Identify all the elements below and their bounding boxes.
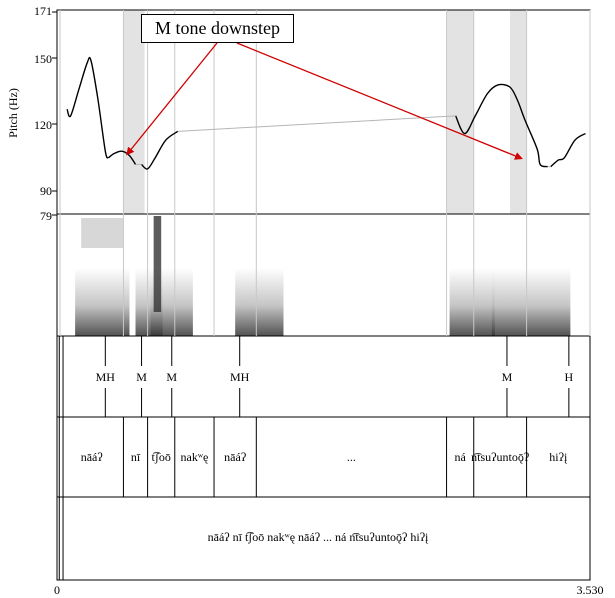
word-tier: nāáʔ nī t͡ʃoō nakʷę nāáʔ... ná n͡tsuʔuntoǭʔ hiʔ… [81, 417, 591, 497]
pitch-contour [66, 56, 586, 170]
word-label: ná [454, 450, 466, 464]
spectrogram-band [153, 216, 162, 312]
spectrogram-band [449, 268, 495, 336]
word-label: ... [347, 450, 356, 464]
y-tick-label: 171 [34, 4, 52, 18]
pitch-segment [66, 56, 109, 159]
downstep-arrow [236, 42, 523, 160]
y-tick-label: 90 [40, 184, 52, 198]
tone-tier: MH M M MH M H [96, 336, 574, 417]
word-label: t͡ʃoō [152, 450, 171, 464]
tone-label: M [136, 370, 147, 384]
tone-label: M [166, 370, 177, 384]
word-label: n͡tsuʔuntoǭʔ [471, 450, 529, 464]
shaded-region [509, 10, 527, 214]
downstep-arrows [126, 42, 523, 160]
y-tick-label: 120 [34, 118, 52, 132]
word-label: hiʔį [549, 450, 568, 464]
word-label: nakʷę [181, 450, 209, 464]
shaded-region [446, 10, 474, 214]
word-label: nāáʔ [81, 450, 103, 464]
tone-label: MH [230, 370, 250, 384]
time-start-label: 0 [54, 583, 60, 597]
spectrogram-band [81, 218, 124, 248]
pitch-segment [107, 150, 137, 165]
word-label: nāáʔ [224, 450, 246, 464]
downstep-arrow [126, 42, 218, 156]
tone-label: M [502, 370, 513, 384]
y-tick-label: 150 [34, 52, 52, 66]
spectrogram-band [235, 268, 284, 336]
tone-label: H [565, 370, 574, 384]
spectrogram-band [491, 268, 571, 336]
pitch-interpolation [177, 115, 456, 132]
pitch-segment [141, 130, 179, 170]
spectrogram [75, 216, 571, 336]
y-axis-label: Pitch (Hz) [6, 88, 20, 138]
downstep-callout: M tone downstep [141, 14, 294, 43]
shaded-region [123, 10, 145, 214]
tone-label: MH [96, 370, 116, 384]
figure-frame [52, 9, 591, 581]
word-label: nī [131, 450, 141, 464]
sentence-label: nāáʔ nī t͡ʃoō nakʷę nāáʔ ... ná n͡tsuʔun… [208, 530, 429, 544]
spectrogram-top-label: 79 [40, 209, 52, 223]
pitch-segment [454, 83, 548, 168]
time-end-label: 3.530 [577, 583, 604, 597]
spectrogram-band [75, 268, 130, 336]
pitch-segment [550, 132, 586, 168]
shaded-regions [123, 10, 527, 214]
